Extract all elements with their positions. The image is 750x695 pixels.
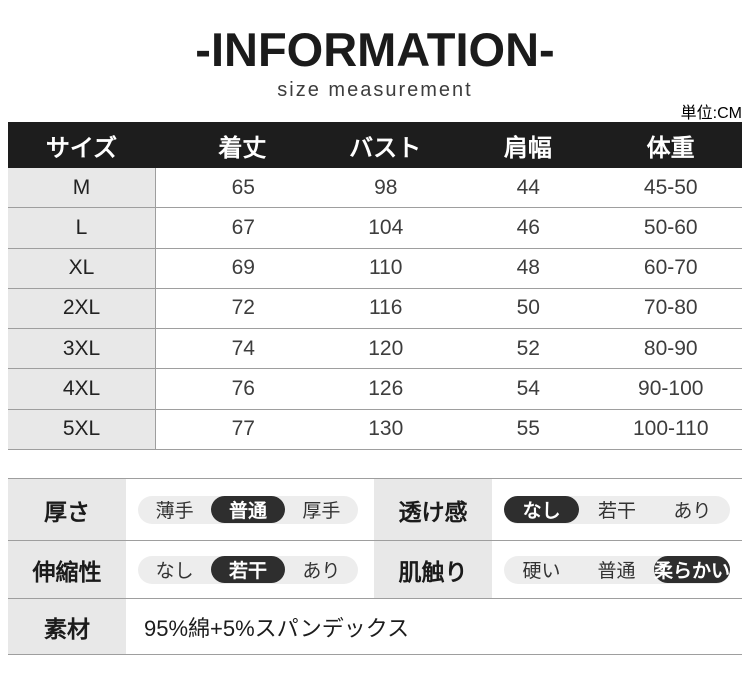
attributes-table: 厚さ 薄手 普通 厚手 透け感 なし 若干 あり 伸縮性 bbox=[8, 478, 742, 655]
option-chip-selected: 若干 bbox=[211, 556, 285, 583]
size-cell: XL bbox=[8, 248, 156, 288]
measurement-cell: 80-90 bbox=[643, 336, 698, 360]
option-chip: 普通 bbox=[597, 561, 636, 582]
size-table-row: 2XL 72 116 50 70-80 bbox=[8, 288, 742, 330]
size-cell: 4XL bbox=[8, 369, 156, 409]
measurement-cell: 100-110 bbox=[632, 417, 709, 441]
option-pill: なし 若干 あり bbox=[138, 555, 358, 584]
measurement-cell: 77 bbox=[231, 417, 255, 441]
col-header-bust: バスト bbox=[349, 134, 422, 162]
attribute-label-thickness: 厚さ bbox=[8, 479, 126, 540]
attribute-label-texture: 肌触り bbox=[374, 541, 492, 598]
material-value: 95%綿+5%スパンデックス bbox=[144, 615, 410, 641]
measurement-cell: 74 bbox=[231, 336, 255, 360]
measurement-cell: 45-50 bbox=[643, 175, 698, 199]
col-header-weight: 体重 bbox=[646, 134, 695, 162]
attribute-label-sheerness: 透け感 bbox=[374, 479, 492, 540]
header-data-columns: 着丈 バスト 肩幅 体重 bbox=[155, 122, 742, 168]
option-chip: 薄手 bbox=[155, 501, 194, 522]
option-chip: なし bbox=[155, 561, 194, 582]
attribute-row-material: 素材 95%綿+5%スパンデックス bbox=[8, 599, 742, 655]
measurement-cell: 55 bbox=[516, 417, 540, 441]
col-header-length: 着丈 bbox=[218, 134, 267, 162]
measurement-cell: 48 bbox=[516, 256, 540, 280]
material-label: 素材 bbox=[8, 599, 126, 654]
option-chip-selected: 柔らかい bbox=[654, 556, 731, 583]
size-table-row: 5XL 77 130 55 100-110 bbox=[8, 409, 742, 450]
size-table-row: L 67 104 46 50-60 bbox=[8, 208, 742, 249]
attribute-row: 厚さ 薄手 普通 厚手 透け感 なし 若干 あり bbox=[8, 479, 742, 541]
option-chip: 厚手 bbox=[302, 501, 341, 522]
measurement-cell: 50-60 bbox=[643, 215, 698, 239]
option-chip: あり bbox=[673, 501, 712, 522]
option-group-thickness: 薄手 普通 厚手 bbox=[126, 479, 370, 540]
col-header-shoulder: 肩幅 bbox=[503, 134, 552, 162]
measurement-cell: 52 bbox=[516, 336, 540, 360]
option-group-texture: 硬い 普通 柔らかい bbox=[492, 541, 742, 598]
size-table-row: XL 69 110 48 60-70 bbox=[8, 248, 742, 289]
page-subtitle: size measurement bbox=[277, 79, 473, 101]
unit-label: 単位:CM bbox=[680, 105, 742, 122]
option-group-stretch: なし 若干 あり bbox=[126, 541, 370, 598]
size-table-header-row: サイズ 着丈 バスト 肩幅 体重 bbox=[8, 122, 742, 168]
measurement-cell: 104 bbox=[368, 215, 404, 239]
size-cell: 2XL bbox=[8, 288, 156, 329]
size-table-row: 3XL 74 120 52 80-90 bbox=[8, 329, 742, 370]
measurement-cell: 67 bbox=[231, 215, 255, 239]
size-cell: 3XL bbox=[8, 329, 156, 369]
size-cell: M bbox=[8, 168, 156, 208]
option-chip: あり bbox=[302, 561, 341, 582]
option-chip-selected: 普通 bbox=[211, 496, 285, 523]
option-pill: なし 若干 あり bbox=[504, 495, 730, 524]
option-chip: 硬い bbox=[522, 561, 561, 582]
measurement-cell: 69 bbox=[231, 256, 255, 280]
option-group-sheerness: なし 若干 あり bbox=[492, 479, 742, 540]
measurement-cell: 120 bbox=[368, 336, 404, 360]
attribute-label-stretch: 伸縮性 bbox=[8, 541, 126, 598]
option-chip: 若干 bbox=[597, 501, 636, 522]
measurement-cell: 65 bbox=[231, 175, 255, 199]
size-cell: 5XL bbox=[8, 409, 156, 449]
measurement-cell: 54 bbox=[516, 376, 540, 400]
measurement-cell: 70-80 bbox=[643, 296, 698, 320]
measurement-cell: 50 bbox=[516, 296, 540, 320]
attribute-row: 伸縮性 なし 若干 あり 肌触り 硬い 普通 柔らかい bbox=[8, 541, 742, 599]
measurement-cell: 76 bbox=[231, 376, 255, 400]
measurement-cell: 90-100 bbox=[638, 376, 704, 400]
size-table-body: M 65 98 44 45-50 L 67 104 46 50-60 XL bbox=[8, 168, 742, 450]
size-table: サイズ 着丈 バスト 肩幅 体重 M 65 98 44 45-50 L bbox=[8, 122, 742, 450]
size-table-row: 4XL 76 126 54 90-100 bbox=[8, 369, 742, 410]
option-pill: 薄手 普通 厚手 bbox=[138, 495, 358, 524]
measurement-cell: 60-70 bbox=[643, 256, 698, 280]
measurement-cell: 110 bbox=[369, 256, 403, 280]
measurement-cell: 72 bbox=[231, 296, 255, 320]
col-header-size: サイズ bbox=[45, 134, 118, 162]
measurement-cell: 44 bbox=[516, 175, 540, 199]
measurement-cell: 116 bbox=[369, 296, 403, 320]
measurement-cell: 130 bbox=[368, 417, 404, 441]
measurement-cell: 98 bbox=[374, 175, 398, 199]
option-pill: 硬い 普通 柔らかい bbox=[504, 555, 731, 584]
option-chip-selected: なし bbox=[504, 496, 580, 523]
size-table-row: M 65 98 44 45-50 bbox=[8, 168, 742, 209]
size-cell: L bbox=[8, 208, 156, 248]
measurement-cell: 126 bbox=[368, 376, 404, 400]
page-title: -INFORMATION- bbox=[195, 23, 555, 76]
measurement-cell: 46 bbox=[516, 215, 540, 239]
